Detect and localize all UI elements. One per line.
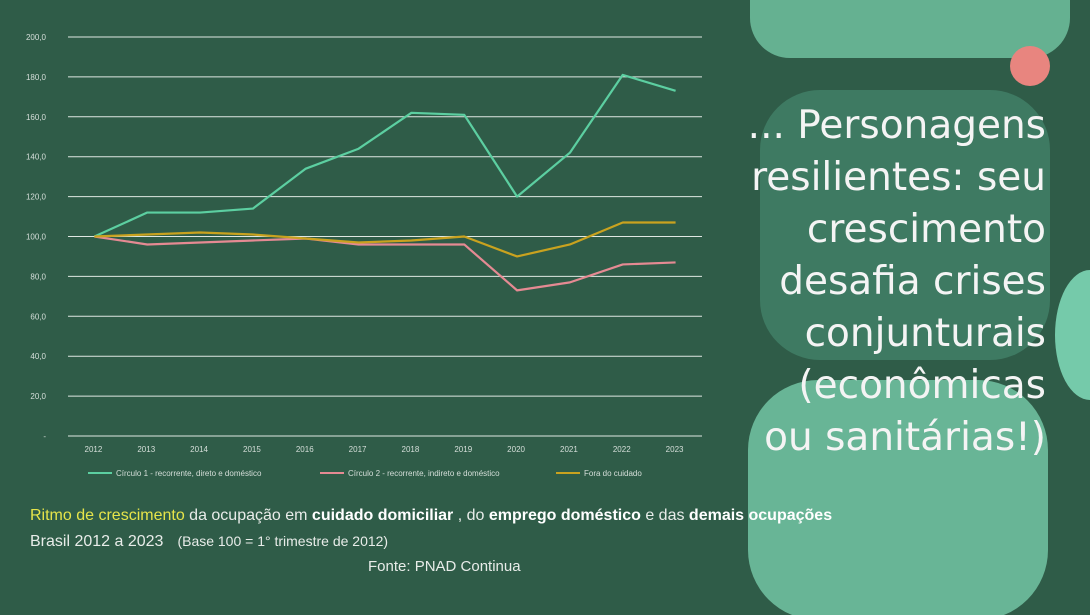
source-note: Fonte: PNAD Continua [368, 558, 521, 575]
headline-line-4: desafia crises [779, 259, 1046, 304]
legend-label-2: Círculo 2 - recorrente, indireto e domés… [348, 469, 500, 478]
legend-label-1: Círculo 1 - recorrente, direto e domésti… [116, 469, 262, 478]
headline-line-1: ... Personagens [747, 103, 1046, 148]
y-tick-label: 160,0 [26, 113, 47, 122]
caption-base-note: (Base 100 = 1° trimestre de 2012) [177, 533, 389, 549]
x-tick-label: 2023 [666, 445, 684, 454]
deco-top-shape [750, 0, 1070, 58]
y-tick-label: - [43, 432, 46, 441]
series-line-3 [94, 221, 676, 258]
x-tick-label: 2021 [560, 445, 578, 454]
caption-text-2: , do [453, 507, 489, 524]
headline-line-3: crescimento [806, 207, 1046, 252]
x-tick-label: 2022 [613, 445, 631, 454]
x-tick-label: 2018 [402, 445, 420, 454]
caption-bold-1: cuidado domiciliar [311, 507, 454, 524]
y-tick-label: 180,0 [26, 73, 47, 82]
y-tick-label: 200,0 [26, 33, 47, 42]
deco-main-shape [760, 90, 1050, 360]
x-tick-label: 2020 [507, 445, 525, 454]
y-axis-ticks: - 20,0 40,0 60,0 80,0 100,0 120,0 140,0 160,0 180… [26, 33, 47, 441]
deco-right-circle [1055, 270, 1090, 400]
y-tick-label: 80,0 [30, 272, 46, 281]
series-lines [93, 73, 676, 292]
headline: ... Personagens resilientes: seu crescim… [728, 100, 1046, 464]
y-tick-label: 100,0 [26, 233, 47, 242]
x-tick-label: 2019 [454, 445, 472, 454]
caption-bold-3: demais ocupações [688, 507, 833, 524]
headline-line-6: (econômicas [798, 363, 1046, 408]
deco-bottom-shape [748, 380, 1048, 615]
chart-legend: Círculo 1 - recorrente, direto e domésti… [88, 469, 642, 478]
caption-line-2: Brasil 2012 a 2023 (Base 100 = 1° trimest… [30, 533, 388, 551]
caption-text-1: da ocupação em [184, 507, 312, 524]
caption-text-3: e das [640, 507, 689, 524]
line-chart: - 20,0 40,0 60,0 80,0 100,0 120,0 140,0 160,0 180… [26, 33, 702, 478]
y-tick-label: 40,0 [30, 352, 46, 361]
y-tick-label: 20,0 [30, 392, 46, 401]
legend-label-3: Fora do cuidado [584, 469, 642, 478]
headline-line-5: conjunturais [804, 311, 1046, 356]
x-tick-label: 2015 [243, 445, 261, 454]
caption-bold-2: emprego doméstico [488, 507, 641, 524]
y-tick-label: 140,0 [26, 153, 47, 162]
chart-caption: Ritmo de crescimento da ocupação em cuid… [30, 506, 832, 526]
grid-lines [68, 36, 702, 437]
series-line-1 [93, 73, 676, 238]
x-tick-label: 2016 [296, 445, 314, 454]
headline-line-7: ou sanitárias!) [764, 415, 1046, 460]
x-tick-label: 2014 [190, 445, 208, 454]
deco-red-dot [1010, 46, 1050, 86]
y-tick-label: 120,0 [26, 193, 47, 202]
series-line-2 [94, 235, 676, 292]
caption-period: Brasil 2012 a 2023 [30, 533, 164, 550]
x-tick-label: 2013 [137, 445, 155, 454]
x-tick-label: 2017 [349, 445, 367, 454]
caption-highlight: Ritmo de crescimento [30, 507, 185, 524]
headline-line-2: resilientes: seu [751, 155, 1046, 200]
x-tick-label: 2012 [85, 445, 103, 454]
y-tick-label: 60,0 [30, 312, 46, 321]
x-axis-ticks: 2012 2013 2014 2015 2016 2017 2018 2019 2020 2021… [85, 445, 685, 454]
